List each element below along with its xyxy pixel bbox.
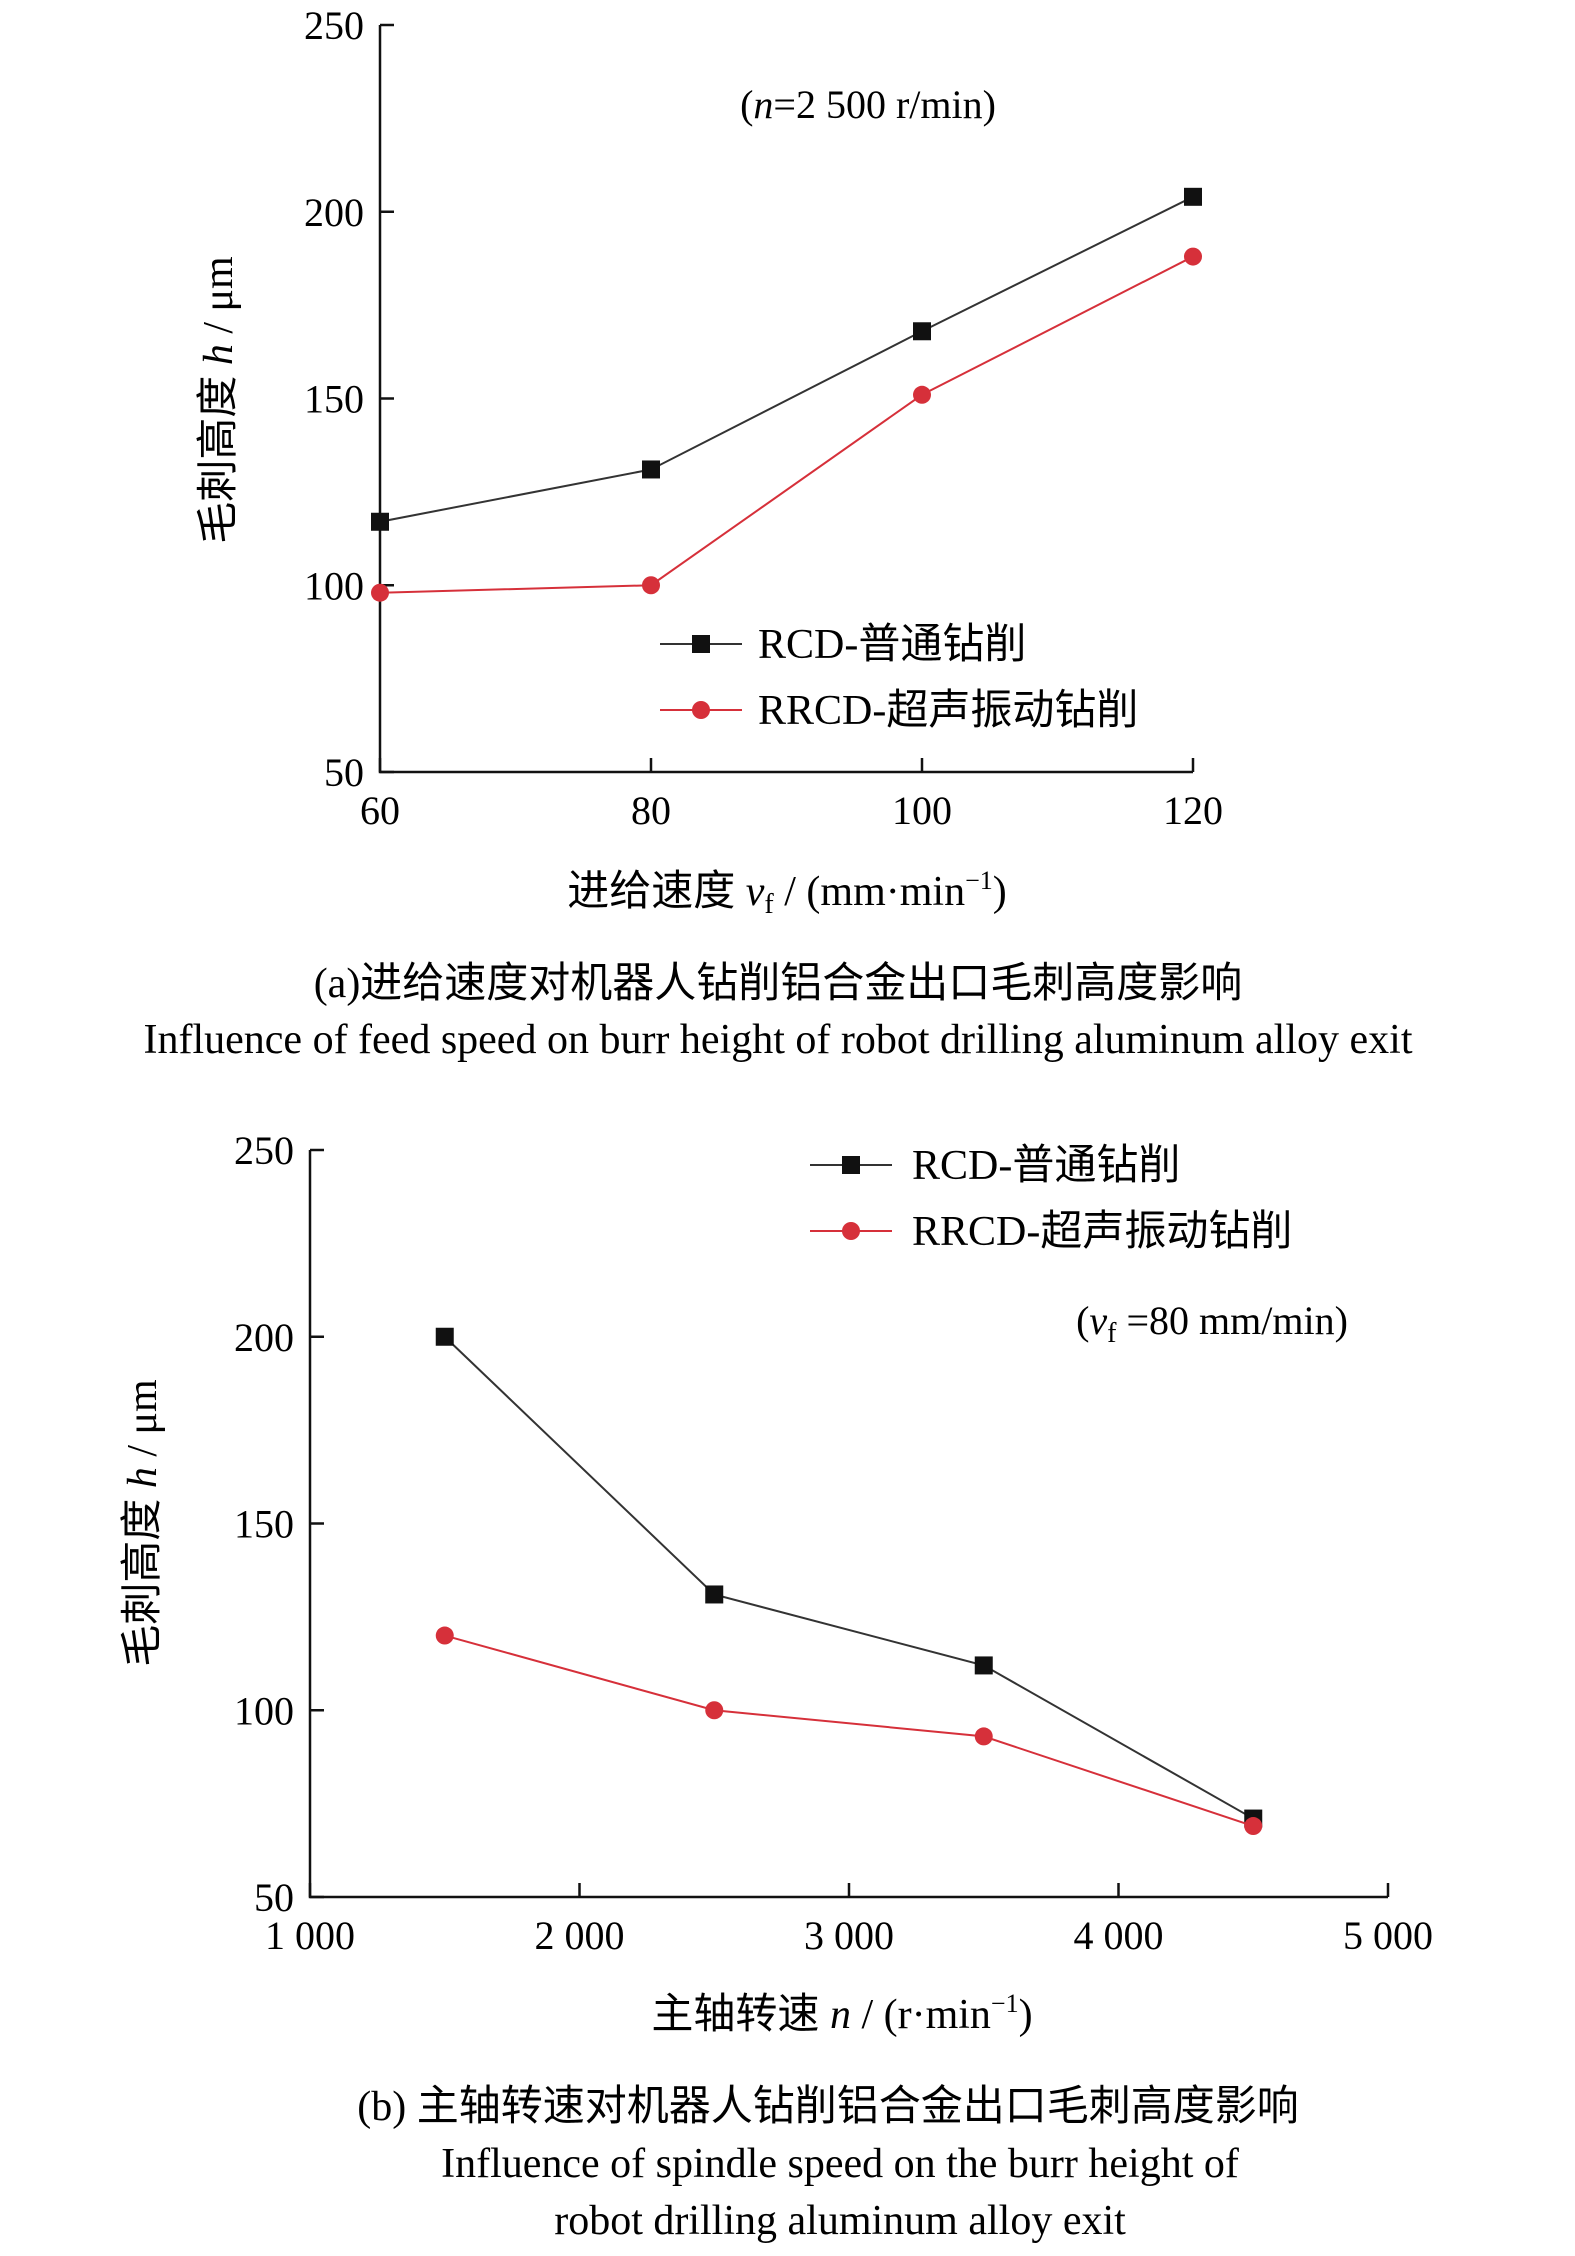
chart-b-caption-en-line2: robot drilling aluminum alloy exit bbox=[554, 2198, 1126, 2244]
chart-a-series-0-line bbox=[379, 195, 1194, 523]
chart-b-xtick-label-4: 5 000 bbox=[1343, 1913, 1433, 1958]
chart-a-series-1-line bbox=[379, 255, 1194, 594]
chart-a: 50 100 150 200 250 60 80 100 120 (n=2 500 r/min)… bbox=[144, 3, 1413, 1063]
chart-b-annotation: (vf =80 mm/min) bbox=[1076, 1298, 1348, 1349]
chart-b-axes bbox=[308, 1150, 1388, 1899]
chart-b-xlabel: 主轴转速 n / (r·min−1) bbox=[651, 1989, 1032, 2038]
chart-b-series-0-point-0 bbox=[435, 1327, 454, 1346]
chart-a-xtick-label-2: 100 bbox=[892, 788, 952, 833]
chart-a-ytick-label-0: 50 bbox=[324, 750, 364, 795]
chart-b-legend-item-rcd: RCD-普通钻削 bbox=[810, 1143, 1180, 1189]
chart-a-legend-item-rrcd: RRCD-超声振动钻削 bbox=[660, 688, 1138, 734]
chart-a-series-0-point-2 bbox=[913, 322, 931, 341]
chart-b-xtick-label-3: 4 000 bbox=[1074, 1913, 1164, 1958]
chart-a-legend-label-rcd: RCD-普通钻削 bbox=[758, 622, 1026, 668]
chart-a-ticks: 50 100 150 200 250 60 80 100 120 bbox=[304, 3, 1223, 833]
chart-a-ylabel: 毛刺高度 h / μm bbox=[196, 256, 242, 544]
chart-a-ytick-label-2: 150 bbox=[304, 377, 364, 422]
chart-a-series-1-point-3 bbox=[1184, 247, 1202, 266]
chart-b-ticks: 50 100 150 200 250 1 000 2 000 3 000 4 000 5 000 bbox=[234, 1128, 1433, 1958]
chart-a-legend-item-rcd: RCD-普通钻削 bbox=[660, 622, 1026, 668]
chart-a-caption-en: Influence of feed speed on burr height o… bbox=[144, 1017, 1413, 1063]
chart-b-series-0-point-1 bbox=[705, 1585, 724, 1604]
chart-b-ytick-label-1: 100 bbox=[234, 1688, 294, 1733]
chart-a-xtick-label-1: 80 bbox=[631, 788, 671, 833]
chart-b-legend-label-rcd: RCD-普通钻削 bbox=[912, 1143, 1180, 1189]
chart-a-legend: RCD-普通钻削 RRCD-超声振动钻削 bbox=[660, 622, 1138, 734]
chart-b-series-1-point-1 bbox=[705, 1701, 724, 1720]
chart-a-series-0-point-1 bbox=[642, 460, 660, 479]
chart-b-series-1-point-3 bbox=[1244, 1817, 1263, 1836]
chart-a-ytick-label-1: 100 bbox=[304, 563, 364, 608]
chart-b-legend: RCD-普通钻削 RRCD-超声振动钻削 bbox=[810, 1143, 1292, 1255]
chart-b-series-1-point-2 bbox=[974, 1727, 993, 1746]
chart-a-caption-cn: (a)进给速度对机器人钻削铝合金出口毛刺高度影响 bbox=[314, 960, 1243, 1007]
chart-b-series-0-line bbox=[444, 1336, 1254, 1820]
chart-a-series bbox=[371, 187, 1202, 602]
chart-b-legend-label-rrcd: RRCD-超声振动钻削 bbox=[912, 1209, 1292, 1255]
chart-a-annotation: (n=2 500 r/min) bbox=[740, 82, 996, 127]
chart-b-xtick-label-0: 1 000 bbox=[265, 1913, 355, 1958]
chart-a-xtick-label-0: 60 bbox=[360, 788, 400, 833]
chart-b-ytick-label-4: 250 bbox=[234, 1128, 294, 1173]
chart-a-series-0-point-0 bbox=[371, 512, 389, 531]
chart-a-legend-label-rrcd: RRCD-超声振动钻削 bbox=[758, 688, 1138, 734]
chart-b-ytick-label-3: 200 bbox=[234, 1315, 294, 1360]
chart-a-ytick-label-3: 200 bbox=[304, 190, 364, 235]
chart-b-xtick-label-2: 3 000 bbox=[804, 1913, 894, 1958]
chart-b-series-0-point-2 bbox=[974, 1656, 993, 1675]
chart-b-series-1-line bbox=[444, 1634, 1254, 1827]
chart-b-caption-en-line1: Influence of spindle speed on the burr h… bbox=[441, 2141, 1239, 2187]
chart-b-ylabel: 毛刺高度 h / μm bbox=[120, 1379, 166, 1667]
chart-b-xtick-label-1: 2 000 bbox=[535, 1913, 625, 1958]
chart-b-legend-item-rrcd: RRCD-超声振动钻削 bbox=[810, 1209, 1292, 1255]
chart-a-xtick-label-3: 120 bbox=[1163, 788, 1223, 833]
chart-a-series-0-point-3 bbox=[1184, 187, 1202, 206]
chart-a-ytick-label-4: 250 bbox=[304, 3, 364, 48]
chart-a-series-1-point-1 bbox=[642, 576, 660, 595]
chart-b-ytick-label-2: 150 bbox=[234, 1502, 294, 1547]
chart-a-xlabel: 进给速度 vf / (mm·min−1) bbox=[567, 866, 1007, 920]
chart-a-series-1-point-0 bbox=[371, 583, 389, 602]
chart-b-series-1-point-0 bbox=[435, 1626, 454, 1645]
chart-b-series bbox=[435, 1327, 1263, 1836]
chart-b-ytick-label-0: 50 bbox=[254, 1875, 294, 1920]
chart-a-series-1-point-2 bbox=[913, 385, 931, 404]
chart-b-caption-cn: (b) 主轴转速对机器人钻削铝合金出口毛刺高度影响 bbox=[357, 2083, 1298, 2130]
